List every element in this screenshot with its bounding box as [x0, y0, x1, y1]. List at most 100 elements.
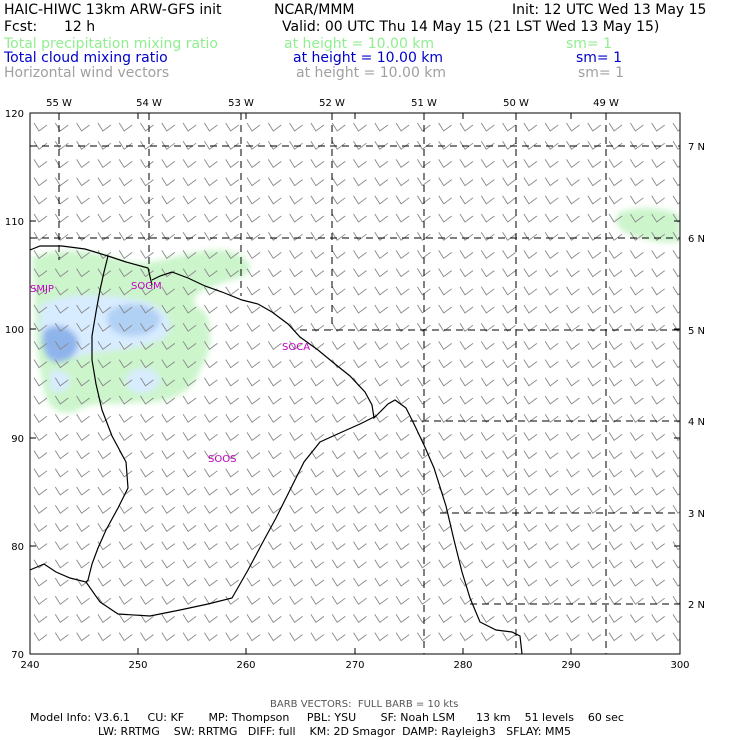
wind-barb	[523, 377, 538, 387]
wind-barb	[459, 413, 474, 423]
wind-barb	[544, 195, 559, 205]
wind-barb	[353, 304, 367, 314]
wind-barb	[480, 450, 495, 460]
wind-barb	[395, 632, 410, 642]
wind-barb	[204, 432, 218, 442]
wind-barb	[480, 523, 495, 533]
wind-barb	[33, 559, 48, 569]
wind-barb	[566, 450, 580, 460]
wind-barb	[182, 250, 197, 260]
wind-barb	[587, 632, 602, 642]
wind-barb	[417, 140, 431, 150]
wind-barb	[310, 614, 325, 624]
wind-barb	[161, 559, 176, 569]
wind-barb	[459, 450, 474, 460]
wind-barb	[630, 614, 644, 624]
wind-barb	[76, 614, 90, 624]
wind-barb	[459, 231, 474, 241]
wind-barb	[651, 286, 665, 296]
wind-barb	[459, 504, 474, 514]
wind-barb	[502, 341, 516, 351]
wind-barb	[438, 395, 452, 405]
lon-label: 52 W	[319, 98, 345, 109]
wind-barb	[204, 468, 218, 478]
wind-barb	[267, 322, 282, 332]
wind-barb	[374, 632, 389, 642]
wind-barb	[76, 523, 90, 533]
wind-barb	[651, 322, 665, 332]
wind-barb	[204, 486, 218, 496]
wind-barb	[374, 341, 389, 351]
wind-barb	[246, 395, 261, 405]
wind-barb	[438, 341, 452, 351]
wind-barb	[502, 195, 516, 205]
wind-barb	[353, 432, 367, 442]
wind-barb	[608, 468, 623, 478]
wind-barb	[566, 577, 580, 587]
wind-barb	[566, 395, 580, 405]
init-time: Init: 12 UTC Wed 13 May 15	[512, 2, 707, 18]
wind-barb	[33, 595, 48, 605]
wind-barb	[246, 632, 261, 642]
wind-barb	[523, 450, 538, 460]
wind-barb	[651, 359, 665, 369]
wind-barb	[630, 177, 644, 187]
wind-barb	[502, 523, 516, 533]
wind-barb	[544, 250, 559, 260]
wind-barb	[310, 304, 325, 314]
wind-barb	[566, 413, 580, 423]
wind-barb	[417, 195, 431, 205]
wind-barb	[353, 504, 367, 514]
wind-barb	[480, 304, 495, 314]
wind-barb	[353, 250, 367, 260]
wind-barb	[544, 595, 559, 605]
wind-barb	[502, 541, 516, 551]
wind-barb	[480, 632, 495, 642]
wind-barb	[54, 122, 69, 132]
wind-barb	[630, 231, 644, 241]
wind-barb	[480, 195, 495, 205]
model-title: HAIC-HIWC 13km ARW-GFS init	[4, 2, 222, 18]
wind-barb	[118, 359, 133, 369]
wind-barb	[225, 250, 239, 260]
wind-barb	[33, 377, 48, 387]
wind-barb	[267, 359, 282, 369]
wind-barb	[331, 122, 346, 132]
wind-barb	[544, 632, 559, 642]
wind-barb	[76, 341, 90, 351]
wind-barb	[502, 177, 516, 187]
wind-barb	[331, 450, 346, 460]
wind-barb	[310, 286, 325, 296]
wind-barb	[651, 159, 665, 169]
wind-barb	[310, 595, 325, 605]
wind-barb	[566, 486, 580, 496]
wind-barb	[161, 432, 176, 442]
wind-barb	[54, 195, 69, 205]
wind-barb	[225, 286, 239, 296]
wind-barb	[608, 250, 623, 260]
wind-barb	[246, 286, 261, 296]
wind-barb	[587, 468, 602, 478]
wind-barb	[140, 432, 154, 442]
wind-barb	[225, 195, 239, 205]
wind-barb	[204, 177, 218, 187]
wind-barb	[33, 122, 48, 132]
wind-barb	[267, 468, 282, 478]
wind-barb	[76, 468, 90, 478]
wind-barb	[417, 322, 431, 332]
wind-barb	[438, 432, 452, 442]
wind-barb	[182, 432, 197, 442]
wind-barb	[523, 359, 538, 369]
wind-barb	[417, 559, 431, 569]
wind-barb	[608, 341, 623, 351]
x-axis-labels: 240 250 260 270 280 290 300	[20, 660, 689, 671]
wind-barb	[140, 577, 154, 587]
wind-barb	[310, 395, 325, 405]
wind-barb	[353, 268, 367, 278]
wind-barb	[289, 377, 303, 387]
wind-barb	[459, 286, 474, 296]
wind-barb	[140, 413, 154, 423]
wind-barb	[140, 250, 154, 260]
wind-barb	[438, 159, 452, 169]
wind-barb	[140, 322, 154, 332]
